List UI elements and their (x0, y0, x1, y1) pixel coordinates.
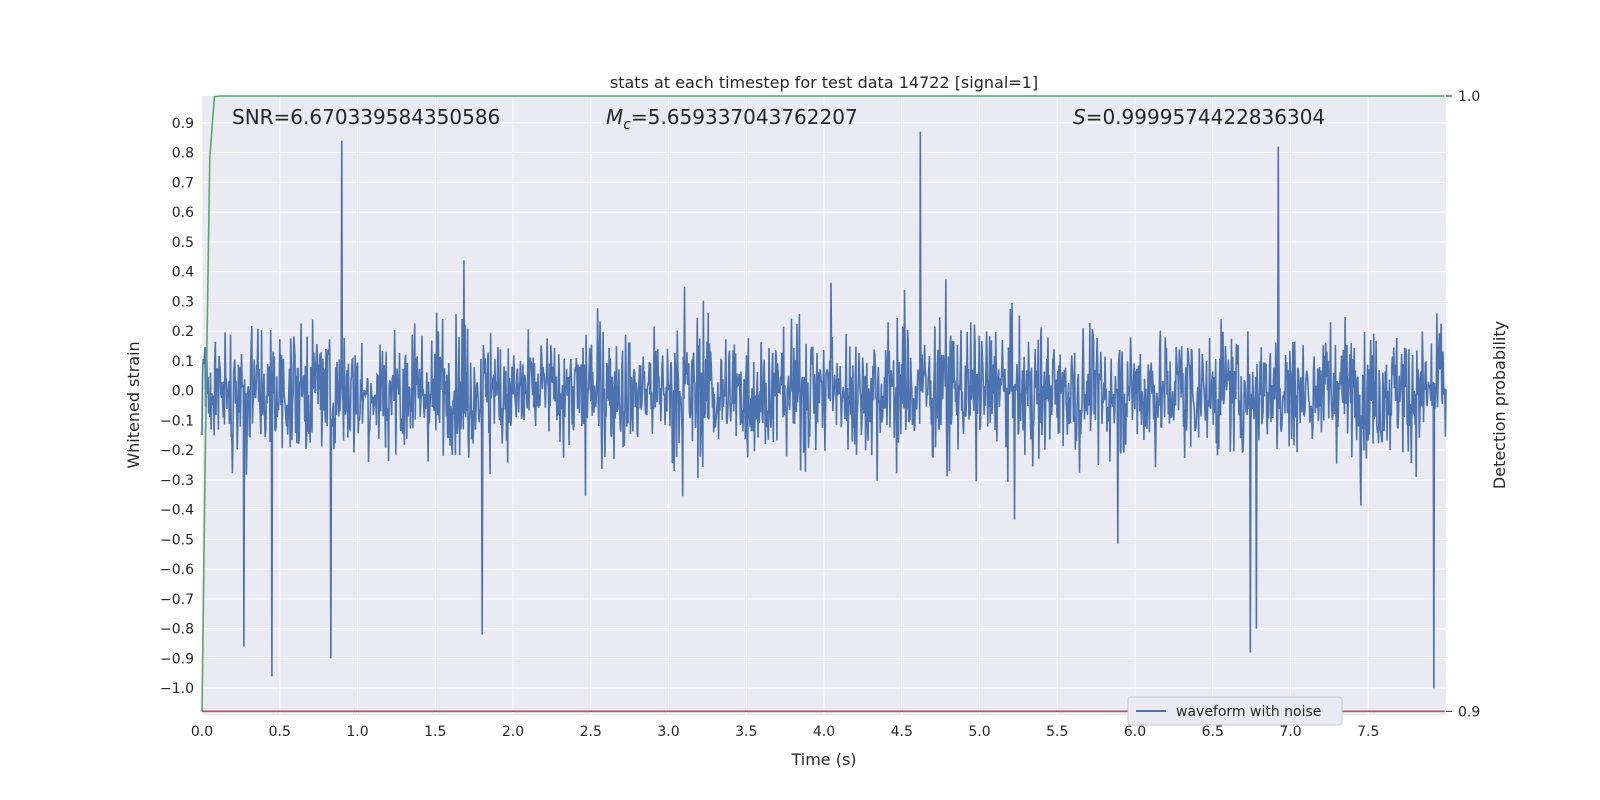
x-tick-label: 4.0 (813, 724, 835, 740)
right-axis-ticks: 1.0 0.9 (1446, 89, 1480, 720)
x-tick-label: 6.5 (1202, 724, 1224, 740)
y-tick-label: 0.4 (172, 265, 194, 281)
y-tick-label: −0.9 (160, 651, 194, 667)
y-tick-label: 0.8 (172, 146, 194, 162)
y-tick-label: 0.6 (172, 205, 194, 221)
x-tick-label: 3.5 (735, 724, 757, 740)
x-tick-label: 5.0 (968, 724, 990, 740)
y-tick-label: 0.1 (172, 354, 194, 370)
chirp-mass-annotation: Mc=5.659337043762207 (606, 105, 858, 133)
right-axis-label: Detection probability (1490, 321, 1509, 489)
legend-box (1127, 696, 1343, 726)
y-tick-label: −0.1 (160, 413, 194, 429)
y-tick-label: 0.3 (172, 294, 194, 310)
x-axis-label: Time (s) (790, 750, 856, 769)
x-tick-label: 7.5 (1357, 724, 1379, 740)
x-tick-label: 6.0 (1124, 724, 1146, 740)
score-annotation: S=0.9999574422836304 (1073, 105, 1325, 129)
snr-annotation: SNR=6.670339584350586 (232, 105, 500, 129)
right-tick-label: 1.0 (1458, 89, 1480, 105)
y-tick-label: 0.5 (172, 235, 194, 251)
y-tick-label: 0.0 (172, 384, 194, 400)
detection-probability-line (201, 95, 1445, 712)
x-axis-ticks: 0.0 0.5 1.0 1.5 2.0 2.5 3.0 3.5 4.0 4.5 5.0 5.5 6.0 6… (191, 724, 1380, 740)
chirp-mass-subscript: c (623, 117, 631, 133)
y-tick-label: 0.7 (172, 175, 194, 191)
score-symbol: S (1073, 105, 1086, 129)
score-value: =0.9999574422836304 (1086, 105, 1325, 129)
y-tick-label: −0.3 (160, 473, 194, 489)
y-tick-label: −0.6 (160, 562, 194, 578)
y-tick-label: −0.8 (160, 622, 194, 638)
legend: waveform with noise (1127, 696, 1343, 726)
y-tick-label: −0.4 (160, 503, 194, 519)
x-tick-label: 0.5 (269, 724, 291, 740)
chart-title: stats at each timestep for test data 147… (610, 73, 1038, 92)
x-tick-label: 5.5 (1046, 724, 1068, 740)
waveform-series (201, 131, 1447, 689)
x-tick-label: 3.0 (657, 724, 679, 740)
waveform-line (201, 131, 1447, 689)
y-tick-label: 0.2 (172, 324, 194, 340)
y-tick-label: −0.5 (160, 532, 194, 548)
y-tick-label: −0.2 (160, 443, 194, 459)
chirp-mass-symbol: M (606, 105, 623, 129)
x-tick-label: 0.0 (191, 724, 213, 740)
chirp-mass-value: =5.659337043762207 (631, 105, 858, 129)
x-tick-label: 1.0 (346, 724, 368, 740)
x-tick-label: 1.5 (424, 724, 446, 740)
y-axis-label: Whitened strain (124, 341, 143, 468)
x-tick-label: 7.0 (1279, 724, 1301, 740)
x-tick-label: 2.0 (502, 724, 524, 740)
x-tick-label: 2.5 (580, 724, 602, 740)
y-tick-label: −1.0 (160, 681, 194, 697)
x-tick-label: 4.5 (891, 724, 913, 740)
y-axis-ticks: 0.9 0.8 0.7 0.6 0.5 0.4 0.3 0.2 0.1 0.0 −0.1 −0.2 −0… (160, 116, 194, 697)
y-tick-label: −0.7 (160, 592, 194, 608)
right-tick-label: 0.9 (1458, 704, 1480, 720)
y-tick-label: 0.9 (172, 116, 194, 132)
legend-label: waveform with noise (1176, 704, 1321, 720)
